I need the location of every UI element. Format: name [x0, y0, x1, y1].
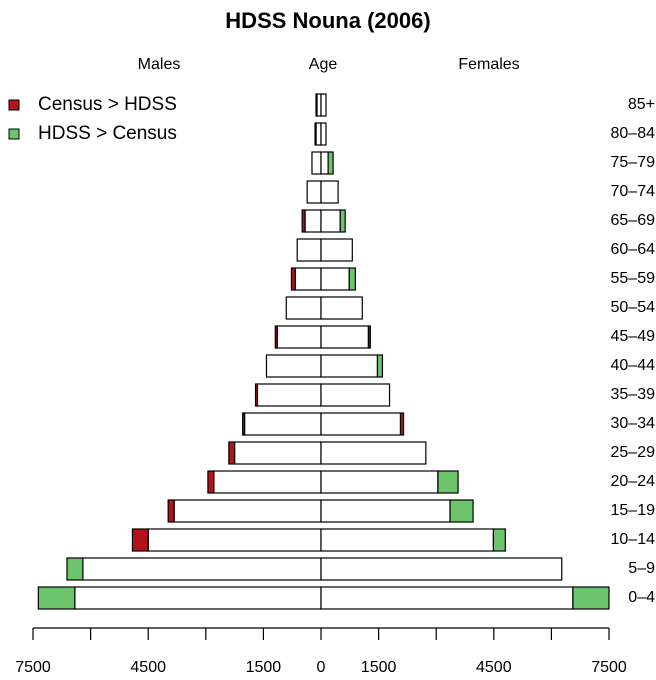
diff-bar — [207, 470, 215, 494]
base-bar — [320, 93, 327, 117]
age-label: 20–24 — [611, 473, 656, 490]
diff-bar — [301, 209, 306, 233]
diff-bar — [572, 586, 610, 610]
center-label: Age — [309, 56, 338, 73]
base-bar — [306, 180, 322, 204]
x-tick-label: 7500 — [591, 659, 627, 676]
base-bar — [311, 151, 322, 175]
base-bar — [320, 528, 495, 552]
base-bar — [316, 93, 322, 117]
diff-bar — [314, 122, 317, 146]
base-bar — [256, 383, 322, 407]
base-bar — [294, 267, 322, 291]
base-bar — [320, 557, 563, 581]
diff-bar — [254, 383, 259, 407]
base-bar — [320, 441, 427, 465]
base-bar — [243, 412, 322, 436]
base-bar — [320, 122, 327, 146]
base-bar — [315, 122, 322, 146]
base-bar — [320, 267, 350, 291]
age-label: 70–74 — [611, 183, 656, 200]
diff-bar — [449, 499, 474, 523]
base-bar — [147, 528, 322, 552]
base-bar — [320, 383, 391, 407]
x-tick-label: 4500 — [476, 659, 512, 676]
age-label: 50–54 — [611, 299, 656, 316]
legend-label: Census > HDSS — [38, 94, 177, 115]
base-bar — [320, 499, 451, 523]
diff-bar — [339, 209, 346, 233]
age-label: 40–44 — [611, 357, 656, 374]
diff-bar — [437, 470, 459, 494]
age-label: 80–84 — [611, 125, 656, 142]
diff-bar — [228, 441, 236, 465]
age-label: 35–39 — [611, 386, 656, 403]
right-label: Females — [458, 56, 519, 73]
base-bar — [213, 470, 322, 494]
diff-bar — [131, 528, 149, 552]
base-bar — [320, 296, 363, 320]
age-label: 45–49 — [611, 328, 656, 345]
base-bar — [234, 441, 322, 465]
x-tick-label: 7500 — [15, 659, 51, 676]
base-bar — [320, 470, 439, 494]
base-bar — [320, 180, 339, 204]
x-tick-label: 1500 — [246, 659, 282, 676]
age-label: 15–19 — [611, 502, 656, 519]
diff-bar — [376, 354, 384, 378]
legend-swatch — [8, 128, 20, 140]
diff-bar — [274, 325, 278, 349]
diff-bar — [315, 93, 318, 117]
left-label: Males — [138, 56, 181, 73]
diff-bar — [66, 557, 84, 581]
base-bar — [296, 238, 322, 262]
x-tick-label: 1500 — [361, 659, 397, 676]
diff-bar — [167, 499, 175, 523]
diff-bar — [348, 267, 356, 291]
base-bar — [285, 296, 322, 320]
age-label: 75–79 — [611, 154, 656, 171]
x-tick-label: 0 — [317, 659, 326, 676]
diff-bar — [367, 325, 371, 349]
base-bar — [320, 209, 341, 233]
base-bar — [276, 325, 322, 349]
base-bar — [82, 557, 322, 581]
legend-label: HDSS > Census — [38, 123, 177, 144]
base-bar — [320, 586, 574, 610]
base-bar — [320, 325, 370, 349]
age-label: 85+ — [628, 96, 655, 113]
diff-bar — [290, 267, 296, 291]
base-bar — [320, 151, 329, 175]
base-bar — [320, 412, 402, 436]
base-bar — [173, 499, 322, 523]
legend-swatch — [8, 99, 20, 111]
diff-bar — [37, 586, 76, 610]
age-label: 0–4 — [628, 589, 655, 606]
age-label: 10–14 — [611, 531, 656, 548]
base-bar — [265, 354, 322, 378]
diff-bar — [492, 528, 506, 552]
age-label: 65–69 — [611, 212, 656, 229]
age-label: 25–29 — [611, 444, 656, 461]
base-bar — [74, 586, 322, 610]
base-bar — [304, 209, 322, 233]
base-bar — [320, 354, 379, 378]
age-label: 55–59 — [611, 270, 656, 287]
age-label: 30–34 — [611, 415, 656, 432]
chart-title: HDSS Nouna (2006) — [225, 8, 430, 33]
age-label: 60–64 — [611, 241, 656, 258]
diff-bar — [399, 412, 405, 436]
age-label: 5–9 — [628, 560, 655, 577]
x-tick-label: 4500 — [130, 659, 166, 676]
base-bar — [320, 238, 353, 262]
diff-bar — [327, 151, 334, 175]
diff-bar — [242, 412, 246, 436]
